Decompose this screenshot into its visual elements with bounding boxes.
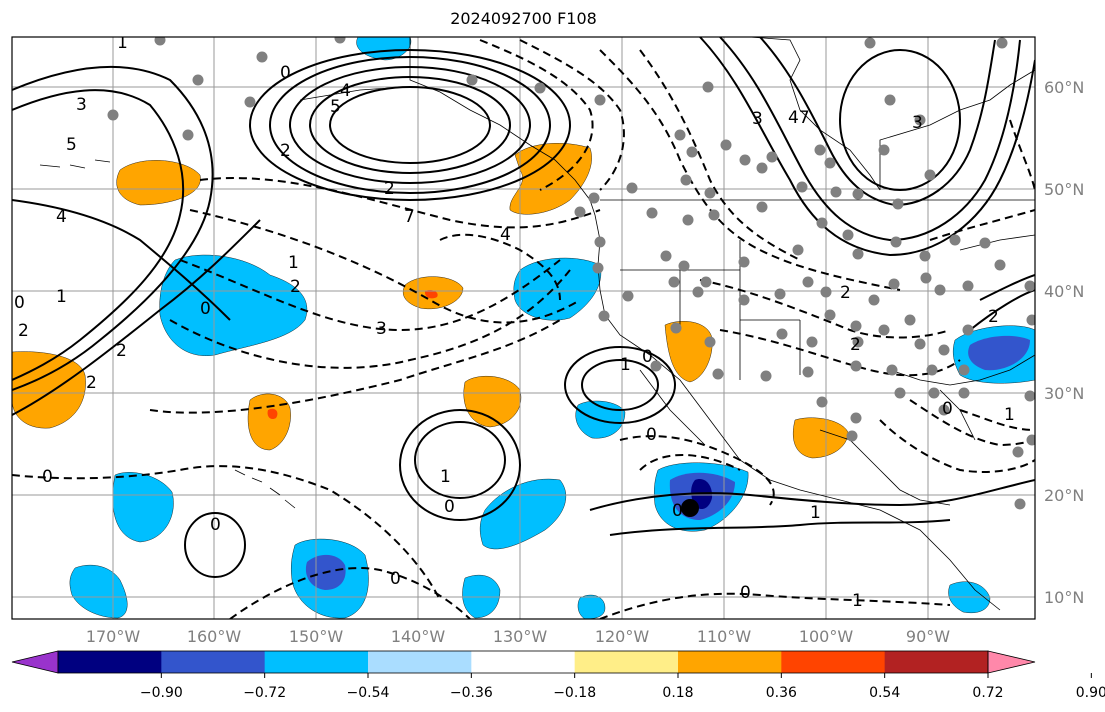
contour-label: 0 [42,467,53,487]
lon-label: 120°W [595,627,650,646]
contour-label: 3 [76,95,87,115]
contour-label: 7 [404,207,415,227]
contour-labels: 1 3 5 4 0 2 1 2 2 0 0 5 4 2 2 7 4 3 2 1 … [14,33,1015,611]
colorbar-segment [368,651,472,673]
lon-label: 90°W [906,627,950,646]
contour-label: 0 [740,583,751,603]
contour-label: 0 [280,63,291,83]
lon-label: 150°W [289,627,344,646]
colorbar-tick-label: 0.90 [1076,685,1105,701]
contour-label: 0 [672,501,683,521]
colorbar-tick-label: 0.72 [972,685,1003,701]
contour-label: 1 [440,467,451,487]
colorbar-outline [57,650,989,674]
contour-label: 5 [330,97,341,117]
lon-label: 130°W [493,627,548,646]
lat-label: 20°N [1044,486,1084,505]
contour-label: 2 [18,321,29,341]
colorbar-segment [574,651,679,673]
colorbar-extend-min [11,650,59,674]
contour-label: 47 [788,108,810,128]
map-frame [11,36,1036,620]
contour-label: 4 [340,81,351,101]
contour-label: 2 [840,283,851,303]
contour-label: 0 [14,293,25,313]
colorbar-segment [471,651,576,673]
colorbar-segment [161,651,266,673]
contour-label: 2 [384,179,395,199]
contour-label: 2 [280,141,291,161]
contour-label: 2 [290,277,301,297]
contour-label: 4 [500,225,511,245]
contour-label: 1 [288,253,299,273]
lat-label: 30°N [1044,384,1084,403]
contour-label: 2 [116,341,127,361]
contour-label: 3 [752,109,763,129]
map-title: 2024092700 F108 [450,9,597,28]
contour-label: 0 [390,569,401,589]
lon-label: 100°W [799,627,854,646]
contour-label: 0 [942,399,953,419]
contour-label: 0 [646,425,657,445]
contour-label: 1 [620,355,631,375]
colorbar-tick-label: 0.18 [662,685,693,701]
dashed-contours [12,39,1035,619]
station-dots [107,37,1035,510]
colorbar-tick-label: −0.90 [140,685,183,701]
colorbar-extend-max [987,650,1036,674]
colorbar-tick-label: −0.72 [243,685,286,701]
lat-label: 40°N [1044,282,1084,301]
colorbar-segment [58,651,162,673]
colorbar-tick-label: −0.36 [450,685,493,701]
storm-center-marker [681,499,699,517]
colorbar-segment [678,651,782,673]
contour-label: 0 [444,497,455,517]
coastlines [39,37,1035,611]
contour-label: 1 [852,591,863,611]
contour-label: 5 [66,135,77,155]
contour-label: 0 [210,515,221,535]
colorbar-segment [781,651,886,673]
lat-label: 50°N [1044,180,1084,199]
contour-label: 2 [86,373,97,393]
contour-label: 4 [56,207,67,227]
colorbar-tick-label: −0.18 [553,685,596,701]
colorbar-segment [884,651,989,673]
lon-label: 140°W [391,627,446,646]
lon-label: 160°W [187,627,242,646]
contour-label: 2 [988,307,999,327]
colorbar-tick-label: −0.54 [347,685,390,701]
contour-label: 1 [1004,405,1015,425]
contour-label: 3 [912,113,923,133]
contour-label: 1 [810,503,821,523]
lat-label: 60°N [1044,78,1084,97]
lon-label: 110°W [697,627,752,646]
contour-label: 0 [200,299,211,319]
colorbar-segment [264,651,369,673]
colorbar-tick-label: 0.36 [766,685,797,701]
contour-label: 1 [56,287,67,307]
contour-label: 1 [117,33,128,53]
contour-label: 3 [376,319,387,339]
lat-label: 10°N [1044,588,1084,607]
colorbar-tick-label: 0.54 [869,685,900,701]
lon-label: 170°W [86,627,141,646]
contour-label: 0 [642,347,653,367]
contour-label: 2 [850,335,861,355]
